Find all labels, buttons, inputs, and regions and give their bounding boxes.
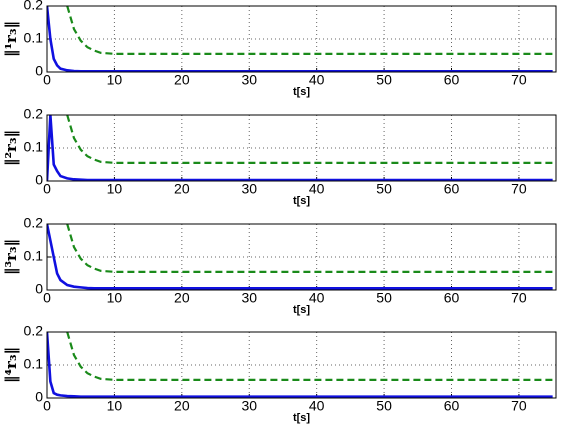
x-tick-label: 60 bbox=[444, 398, 460, 414]
y-tick-label: 0 bbox=[35, 172, 43, 188]
y-tick-label: 0 bbox=[35, 389, 43, 405]
y-axis-label: ‖²r₃‖ bbox=[2, 130, 20, 166]
x-tick-label: 30 bbox=[241, 398, 257, 414]
x-tick-label: 50 bbox=[376, 398, 392, 414]
x-tick-label: 40 bbox=[309, 398, 325, 414]
x-tick-label: 10 bbox=[107, 398, 123, 414]
x-tick-label: 30 bbox=[241, 290, 257, 306]
x-tick-label: 50 bbox=[376, 181, 392, 197]
y-tick-label: 0.2 bbox=[24, 215, 44, 231]
x-axis-label: t[s] bbox=[293, 195, 310, 207]
y-axis-label: ‖⁴r₃‖ bbox=[2, 347, 20, 383]
line-series bbox=[47, 115, 553, 181]
line-series bbox=[66, 115, 553, 164]
x-tick-label: 40 bbox=[309, 181, 325, 197]
y-tick-label: 0.1 bbox=[24, 356, 44, 372]
subplot: 0 10 20 30 40 50 60 70 0 0.1 0.2 t[s] ‖⁴r₃‖ bbox=[2, 323, 557, 424]
y-tick-label: 0.1 bbox=[24, 248, 44, 264]
line-series bbox=[47, 6, 553, 72]
x-tick-label: 60 bbox=[444, 290, 460, 306]
x-tick-label: 10 bbox=[107, 72, 123, 88]
y-axis-label: ‖³r₃‖ bbox=[2, 239, 20, 275]
y-tick-label: 0.1 bbox=[24, 139, 44, 155]
subplot: 0 10 20 30 40 50 60 70 0 0.1 0.2 t[s] ‖³r₃‖ bbox=[2, 215, 557, 316]
x-tick-label: 50 bbox=[376, 72, 392, 88]
x-tick-label: 20 bbox=[174, 290, 190, 306]
x-tick-label: 50 bbox=[376, 290, 392, 306]
axes-frame bbox=[46, 331, 557, 399]
x-tick-label: 60 bbox=[444, 181, 460, 197]
y-tick-label: 0.2 bbox=[24, 323, 44, 339]
line-series bbox=[66, 332, 553, 381]
x-tick-label: 40 bbox=[309, 72, 325, 88]
y-axis-label: ‖¹r₃‖ bbox=[2, 21, 20, 57]
y-tick-label: 0.2 bbox=[24, 0, 44, 13]
line-series bbox=[47, 332, 553, 398]
y-tick-label: 0 bbox=[35, 281, 43, 297]
x-tick-label: 70 bbox=[511, 181, 527, 197]
axes-frame bbox=[46, 223, 557, 291]
x-tick-label: 70 bbox=[511, 290, 527, 306]
x-tick-label: 20 bbox=[174, 398, 190, 414]
x-tick-label: 10 bbox=[107, 290, 123, 306]
x-tick-label: 30 bbox=[241, 181, 257, 197]
x-tick-label: 40 bbox=[309, 290, 325, 306]
axes-frame bbox=[46, 5, 557, 73]
x-tick-label: 0 bbox=[43, 290, 51, 306]
x-tick-label: 60 bbox=[444, 72, 460, 88]
subplot: 0 10 20 30 40 50 60 70 0 0.1 0.2 t[s] ‖¹r₃‖ bbox=[2, 0, 557, 98]
x-axis-label: t[s] bbox=[293, 304, 310, 316]
x-tick-label: 0 bbox=[43, 181, 51, 197]
x-axis-label: t[s] bbox=[293, 412, 310, 424]
axes-frame bbox=[46, 114, 557, 182]
x-tick-label: 30 bbox=[241, 72, 257, 88]
x-tick-label: 20 bbox=[174, 72, 190, 88]
line-series bbox=[66, 224, 553, 273]
x-tick-label: 20 bbox=[174, 181, 190, 197]
y-tick-label: 0.1 bbox=[24, 30, 44, 46]
y-tick-label: 0 bbox=[35, 63, 43, 79]
y-tick-label: 0.2 bbox=[24, 106, 44, 122]
x-axis-label: t[s] bbox=[293, 86, 310, 98]
x-tick-label: 70 bbox=[511, 398, 527, 414]
line-series bbox=[66, 6, 553, 55]
x-tick-label: 0 bbox=[43, 72, 51, 88]
subplot: 0 10 20 30 40 50 60 70 0 0.1 0.2 t[s] ‖²r₃‖ bbox=[2, 106, 557, 207]
x-tick-label: 70 bbox=[511, 72, 527, 88]
x-tick-label: 0 bbox=[43, 398, 51, 414]
line-series bbox=[47, 224, 553, 290]
x-tick-label: 10 bbox=[107, 181, 123, 197]
